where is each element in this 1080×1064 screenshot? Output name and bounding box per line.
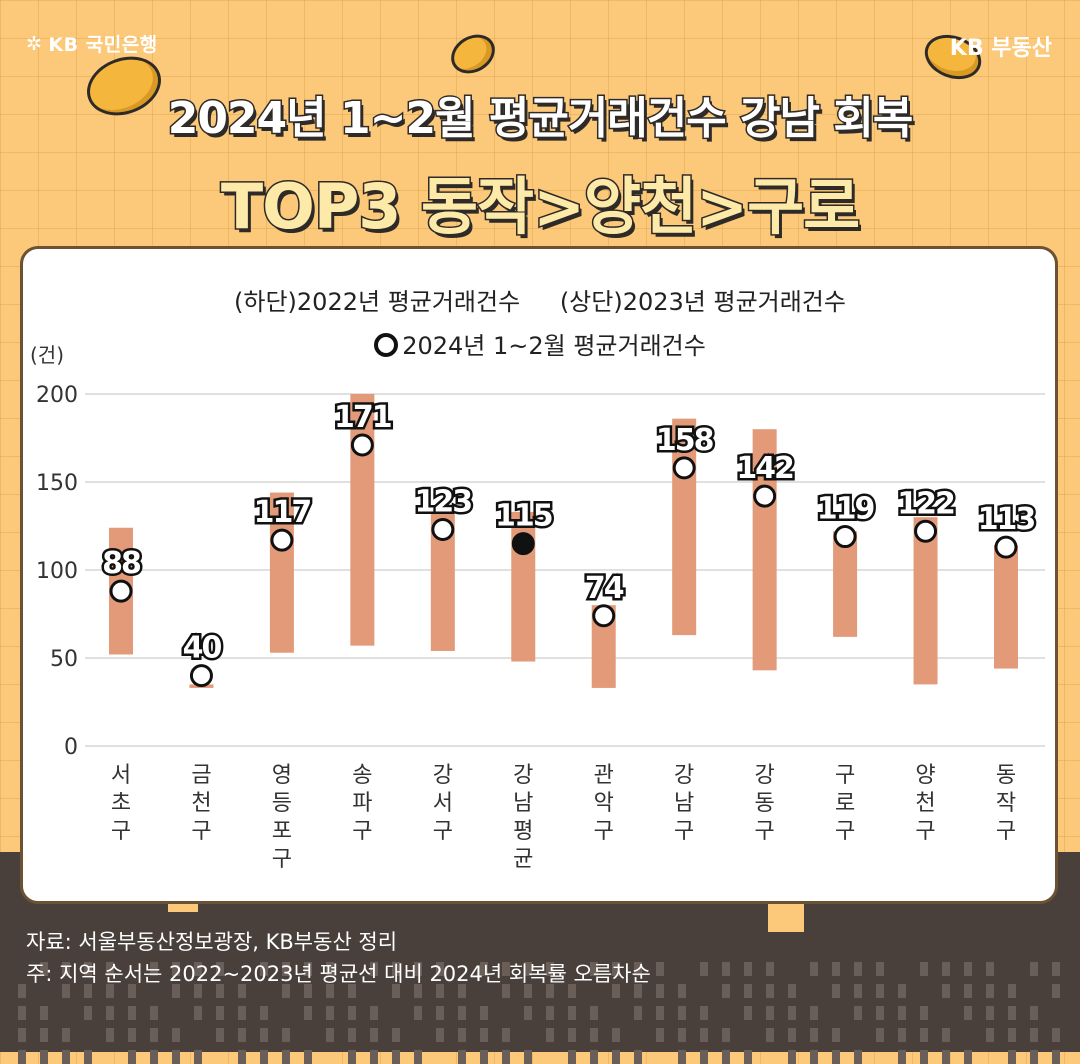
x-tick-label-char: 구 (996, 819, 1016, 844)
x-tick-label-char: 동 (755, 791, 775, 816)
x-tick-label-char: 구 (433, 819, 453, 844)
x-tick-label-char: 관 (594, 763, 614, 788)
source-text: 자료: 서울부동산정보광장, KB부동산 정리 (26, 930, 398, 954)
x-tick-label-char: 작 (996, 791, 1016, 816)
circle-marker-icon (374, 333, 399, 357)
x-tick-label-char: 포 (272, 819, 292, 844)
x-tick-label-char: 동 (996, 763, 1016, 788)
data-label: 115 (495, 499, 552, 534)
y-tick-label: 150 (36, 471, 78, 496)
x-tick-label-char: 평 (513, 819, 533, 844)
kb-star-icon: ✲ (26, 32, 43, 55)
data-point-2024 (189, 664, 213, 688)
data-label: 119 (817, 492, 874, 527)
x-tick-label-char: 영 (272, 763, 292, 788)
y-axis-unit: (건) (30, 343, 64, 367)
x-tick-label-char: 남 (674, 791, 694, 816)
y-tick-label: 100 (36, 559, 78, 584)
x-tick-label-char: 금 (191, 763, 211, 788)
legend-marker-label: 2024년 1~2월 평균거래건수 (402, 332, 706, 360)
x-tick-label-char: 서 (433, 791, 453, 816)
data-label: 113 (978, 502, 1035, 537)
range-bar (752, 429, 777, 671)
x-tick-label-char: 등 (272, 791, 292, 816)
x-tick-label-char: 구 (674, 819, 694, 844)
chart-legend-ranges: (하단)2022년 평균거래건수 (상단)2023년 평균거래건수 (0, 282, 1080, 317)
x-tick-label-char: 강 (433, 763, 453, 788)
x-tick-label-char: 구 (835, 819, 855, 844)
x-tick-label-char: 로 (835, 791, 855, 816)
data-point-2024 (914, 519, 938, 543)
data-label: 40 (183, 631, 222, 666)
x-tick-label-char: 구 (352, 819, 372, 844)
x-tick-label-char: 송 (352, 763, 372, 788)
range-bar (269, 492, 294, 653)
data-label: 74 (585, 571, 624, 606)
data-point-2024 (672, 456, 696, 480)
x-tick-label-char: 천 (915, 791, 935, 816)
data-label: 122 (897, 486, 954, 521)
data-point-2024 (270, 528, 294, 552)
order-note-text: 주: 지역 순서는 2022~2023년 평균선 대비 2024년 회복률 오름… (26, 962, 651, 986)
x-tick-label-char: 남 (513, 791, 533, 816)
data-label: 88 (102, 546, 141, 581)
data-point-2024 (994, 535, 1018, 559)
range-bar (672, 418, 697, 636)
x-tick-label-char: 천 (191, 791, 211, 816)
x-tick-label-char: 악 (594, 791, 614, 816)
x-tick-label-char: 강 (674, 763, 694, 788)
y-tick-label: 200 (36, 383, 78, 408)
data-label: 123 (415, 485, 472, 520)
x-tick-label-char: 양 (915, 763, 935, 788)
range-bar (913, 517, 938, 685)
source-note: 자료: 서울부동산정보광장, KB부동산 정리 주: 지역 순서는 2022~2… (26, 926, 651, 990)
y-tick-label: 0 (64, 735, 78, 760)
x-tick-label-char: 구 (272, 847, 292, 872)
data-label: 158 (656, 423, 714, 458)
chart-card (20, 246, 1058, 904)
range-bar (994, 545, 1018, 669)
x-tick-label-char: 강 (513, 763, 533, 788)
x-tick-label-char: 구 (755, 819, 775, 844)
page-title: 2024년 1~2월 평균거래건수 강남 회복 (166, 92, 915, 146)
data-label: 117 (254, 495, 311, 530)
x-tick-label-char: 강 (755, 763, 775, 788)
x-tick-label-char: 파 (352, 791, 372, 816)
x-tick-label-char: 초 (111, 791, 131, 816)
data-point-2024 (350, 433, 374, 457)
data-label: 171 (334, 400, 391, 435)
data-label: 142 (736, 451, 793, 486)
data-point-2024 (833, 525, 857, 549)
kb-realestate-logo: KB 부동산 (949, 36, 1052, 61)
x-tick-label-char: 서 (111, 763, 131, 788)
y-tick-label: 50 (50, 647, 78, 672)
x-tick-label-char: 구 (594, 819, 614, 844)
chart-legend-marker: 2024년 1~2월 평균거래건수 (0, 326, 1080, 361)
x-tick-label-char: 구 (835, 763, 855, 788)
data-point-2024 (431, 518, 455, 542)
legend-bottom-label: (하단)2022년 평균거래건수 (234, 288, 521, 316)
data-point-2024 (753, 484, 777, 508)
kb-bank-logo: ✲ KB 국민은행 (26, 30, 158, 57)
data-point-2024 (511, 532, 535, 556)
x-tick-label-char: 구 (111, 819, 131, 844)
kb-bank-logo-text: KB 국민은행 (48, 34, 158, 56)
data-point-2024 (592, 604, 616, 628)
x-tick-label-char: 균 (513, 847, 533, 872)
x-tick-label-char: 구 (191, 819, 211, 844)
range-bar (833, 531, 858, 637)
page-subtitle: TOP3 동작>양천>구로 (219, 169, 861, 245)
legend-top-label: (상단)2023년 평균거래건수 (559, 288, 846, 316)
data-point-2024 (109, 579, 133, 603)
x-tick-label-char: 구 (915, 819, 935, 844)
